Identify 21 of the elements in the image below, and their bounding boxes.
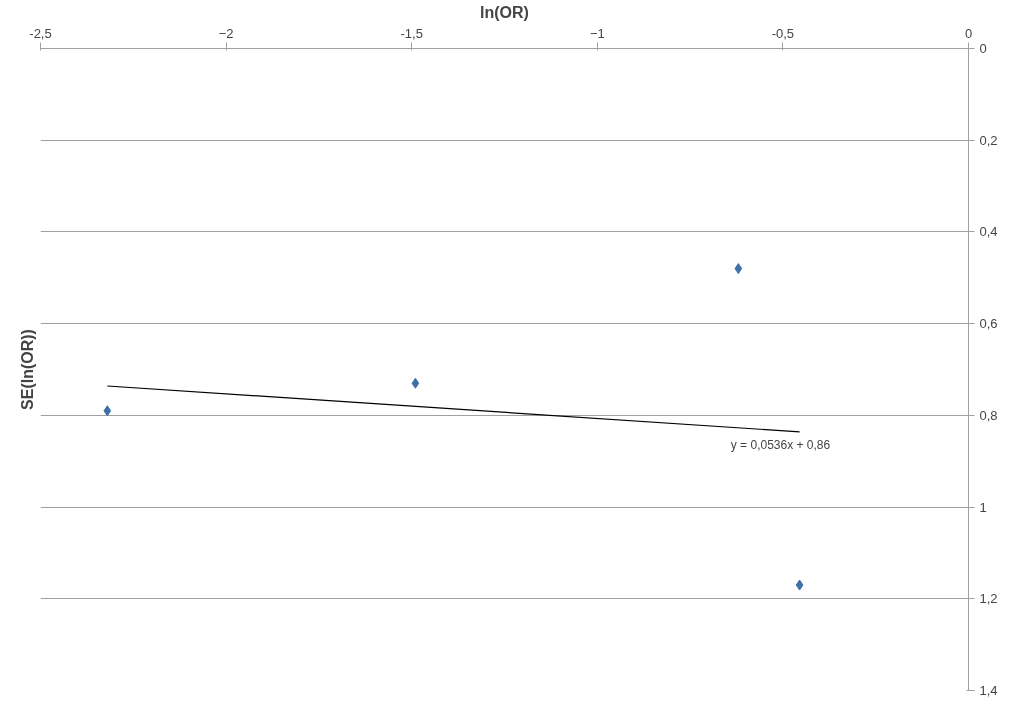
y-tick-label: 0,2 xyxy=(979,132,998,148)
y-axis-title: SE(ln(OR)) xyxy=(18,329,36,410)
y-tick-label: 0,4 xyxy=(979,224,998,240)
y-tick-label: 0 xyxy=(979,41,987,56)
y-tick-label: 0,6 xyxy=(979,316,998,332)
annotation: y = 0,0536x + 0,86 xyxy=(730,437,831,452)
point xyxy=(411,377,420,389)
x-tick-label: −1 xyxy=(589,25,605,41)
x-tick-label: -1,5 xyxy=(400,25,423,41)
x-tick-label: −2 xyxy=(218,25,234,41)
x-tick-label: 0 xyxy=(964,25,973,41)
y-tick-label: 1,4 xyxy=(979,683,998,698)
point xyxy=(795,579,804,591)
x-axis-title: ln(OR) xyxy=(480,3,529,21)
x-tick-label: -2,5 xyxy=(29,25,52,41)
y-tick-label: 0,8 xyxy=(979,407,998,423)
x-tick-label: -0,5 xyxy=(771,25,795,41)
y-tick-label: 1,2 xyxy=(979,591,998,607)
y-tick-label: 1 xyxy=(979,499,987,515)
point xyxy=(103,405,112,417)
point xyxy=(734,263,743,275)
